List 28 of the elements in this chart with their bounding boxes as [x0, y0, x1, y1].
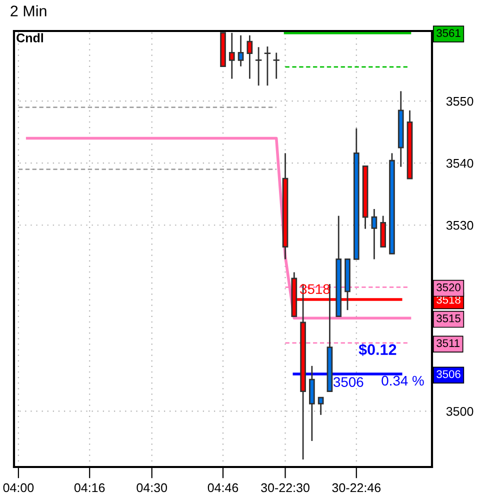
y2-tick-label: 3506 — [436, 370, 460, 378]
candlestick — [228, 32, 235, 80]
candlestick — [264, 46, 272, 86]
annotation: 3506 — [333, 377, 364, 387]
y-tick-label: 3540 — [446, 158, 474, 168]
x-tick-label: 04:16 — [74, 483, 105, 492]
x-tick-label: 04:00 — [3, 483, 34, 492]
chart-title: 2 Min — [10, 5, 46, 16]
candlestick — [246, 34, 253, 80]
candlestick — [272, 52, 280, 80]
x-tick-label: 30-22:30 — [261, 483, 310, 492]
candlestick — [318, 396, 324, 416]
annotation: Cndl — [16, 33, 43, 42]
candlestick — [238, 34, 244, 68]
y-tick-label: 3530 — [446, 220, 474, 230]
y-tick-label: 3500 — [446, 406, 474, 416]
annotation: 0.34 % — [382, 376, 424, 386]
x-tick-label: 30-22:46 — [332, 483, 381, 492]
y2-tick-label: 3561 — [436, 29, 460, 37]
y2-tick-label: 3515 — [436, 314, 460, 322]
annotation: $0.12 — [358, 343, 396, 356]
x-tick-label: 04:30 — [136, 483, 168, 492]
candlestick — [254, 46, 262, 86]
x-tick-label: 04:46 — [208, 483, 238, 492]
candlestick — [371, 208, 378, 260]
y2-tick-label: 3520 — [436, 283, 460, 292]
y-tick-label: 3550 — [446, 96, 474, 106]
y2-tick-label: 3511 — [436, 339, 460, 348]
